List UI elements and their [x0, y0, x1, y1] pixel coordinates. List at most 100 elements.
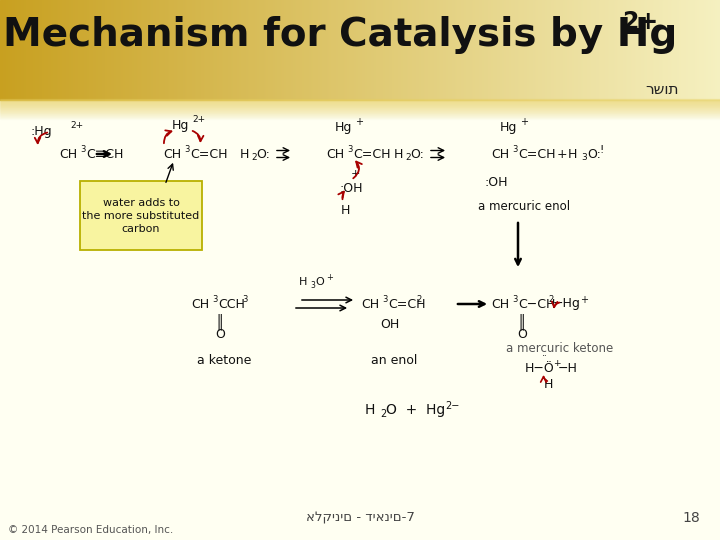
Bar [467, 0, 468, 100]
Bar [146, 0, 147, 100]
Bar [343, 0, 344, 100]
Bar [559, 0, 560, 100]
Bar [132, 0, 133, 100]
Text: C≡CH: C≡CH [86, 147, 123, 160]
Bar [0, 104, 720, 105]
Bar [35, 0, 36, 100]
Bar [211, 0, 212, 100]
Bar [102, 0, 103, 100]
Bar [202, 0, 203, 100]
Bar [540, 0, 541, 100]
Bar [191, 0, 192, 100]
Bar [466, 0, 467, 100]
Bar [681, 0, 682, 100]
Bar [719, 0, 720, 100]
Bar [612, 0, 613, 100]
Bar [679, 0, 680, 100]
Bar [217, 0, 218, 100]
Bar [156, 0, 157, 100]
Bar [131, 0, 132, 100]
Bar [369, 0, 370, 100]
Text: water adds to
the more substituted
carbon: water adds to the more substituted carbo… [82, 198, 199, 234]
Bar [85, 0, 86, 100]
Bar [180, 0, 181, 100]
Bar [366, 0, 367, 100]
Bar [596, 0, 597, 100]
Bar [433, 0, 434, 100]
Bar [104, 0, 105, 100]
Bar [538, 0, 539, 100]
Bar [492, 0, 493, 100]
Bar [78, 0, 79, 100]
Bar [113, 0, 114, 100]
Bar [444, 0, 445, 100]
Bar [59, 0, 60, 100]
Bar [20, 0, 21, 100]
Bar [417, 0, 418, 100]
Bar [171, 0, 172, 100]
Bar [600, 0, 601, 100]
Bar [111, 0, 112, 100]
Bar [234, 0, 235, 100]
Bar [486, 0, 487, 100]
Bar [415, 0, 416, 100]
Bar [658, 0, 659, 100]
Bar [500, 0, 501, 100]
Text: H: H [239, 147, 248, 160]
Bar [408, 0, 409, 100]
Bar [431, 0, 432, 100]
Bar [355, 0, 356, 100]
Bar [7, 0, 8, 100]
Bar [580, 0, 581, 100]
Bar [684, 0, 685, 100]
Bar [485, 0, 486, 100]
Bar [19, 0, 20, 100]
Bar [359, 0, 360, 100]
Bar [0, 0, 1, 100]
Bar [247, 0, 248, 100]
Bar [0, 113, 720, 114]
Bar [333, 0, 334, 100]
Bar [648, 0, 649, 100]
Bar [300, 0, 301, 100]
Bar [527, 0, 528, 100]
Bar [304, 0, 305, 100]
Bar [224, 0, 225, 100]
Bar [163, 0, 164, 100]
Bar [261, 0, 262, 100]
Bar [49, 0, 50, 100]
Bar [632, 0, 633, 100]
Bar [88, 0, 89, 100]
Bar [438, 0, 439, 100]
Bar [635, 0, 636, 100]
Bar [209, 0, 210, 100]
Bar [347, 0, 348, 100]
Bar [546, 0, 547, 100]
Bar [669, 0, 670, 100]
Bar [172, 0, 173, 100]
Bar [197, 0, 198, 100]
Bar [624, 0, 625, 100]
Bar [565, 0, 566, 100]
Bar [278, 0, 279, 100]
Bar [21, 0, 22, 100]
Bar [1, 0, 2, 100]
Bar [0, 116, 720, 117]
Bar [203, 0, 204, 100]
Bar [0, 102, 720, 103]
Bar [67, 0, 68, 100]
Bar [717, 0, 718, 100]
Bar [420, 0, 421, 100]
Bar [451, 0, 452, 100]
Text: 2+: 2+ [70, 120, 83, 130]
Bar [555, 0, 556, 100]
Bar [447, 0, 448, 100]
Bar [337, 0, 338, 100]
Bar [29, 0, 30, 100]
Bar [513, 0, 514, 100]
Bar [221, 0, 222, 100]
Bar [166, 0, 167, 100]
Bar [0, 100, 720, 101]
Text: +: + [351, 169, 360, 179]
Text: 3: 3 [310, 281, 315, 291]
